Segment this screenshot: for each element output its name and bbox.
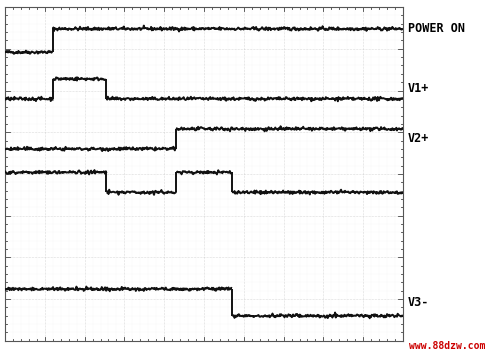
Text: V3-: V3- — [408, 296, 429, 309]
Text: www.88dzw.com: www.88dzw.com — [408, 342, 485, 351]
Text: V2+: V2+ — [408, 132, 429, 146]
Text: POWER ON: POWER ON — [408, 22, 465, 35]
Text: V1+: V1+ — [408, 82, 429, 95]
